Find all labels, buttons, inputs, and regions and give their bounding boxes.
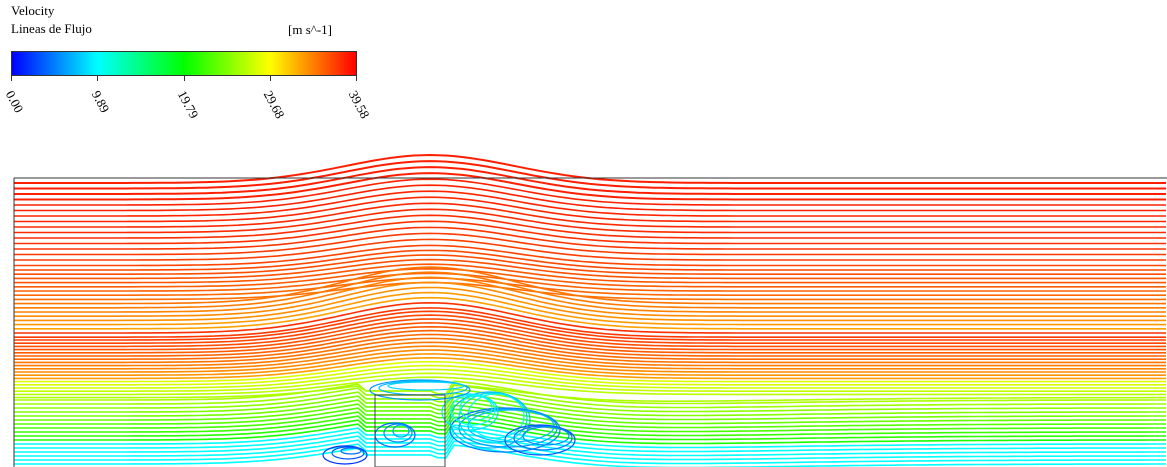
- vortex-loop: [450, 394, 496, 426]
- streamline: [14, 388, 1166, 413]
- streamline: [14, 160, 1166, 190]
- streamline: [14, 424, 1166, 449]
- streamline: [14, 244, 1166, 267]
- streamline: [14, 267, 1166, 288]
- streamline: [14, 372, 1166, 392]
- streamline: [14, 368, 1166, 389]
- streamline: [14, 383, 1166, 402]
- streamlines: [14, 153, 1166, 467]
- legend-title: Velocity: [11, 3, 55, 18]
- streamline: [14, 258, 1166, 280]
- vortex-loop: [369, 379, 471, 401]
- streamline: [14, 404, 1166, 429]
- streamline: [14, 238, 1166, 261]
- streamline: [14, 432, 1166, 457]
- colorbar-tick: [270, 76, 271, 81]
- streamline: [14, 266, 1166, 305]
- vortex-loop: [322, 445, 368, 465]
- streamline: [14, 356, 1166, 380]
- streamline: [14, 184, 1166, 212]
- streamline: [14, 190, 1166, 217]
- vortex-loop: [449, 407, 561, 453]
- streamline: [14, 345, 1166, 370]
- streamline: [14, 396, 1166, 421]
- vortex-loop: [467, 393, 525, 439]
- colorbar-tick: [97, 76, 98, 81]
- streamline: [14, 322, 1166, 351]
- streamline: [14, 428, 1166, 453]
- streamline: [14, 196, 1166, 223]
- streamline: [14, 178, 1166, 206]
- colorbar-tick: [11, 76, 12, 81]
- colorbar-legend: Velocity Lineas de Flujo [m s^-1] 0.00 9…: [0, 0, 380, 140]
- streamline: [14, 276, 1166, 313]
- streamline: [14, 360, 1166, 383]
- streamline: [14, 337, 1166, 364]
- streamline: [14, 444, 1166, 467]
- streamline: [14, 384, 1166, 409]
- streamline: [14, 263, 1166, 284]
- vortex-loop: [331, 446, 365, 460]
- streamline: [14, 226, 1166, 250]
- vortex-loop: [392, 424, 410, 438]
- obstacle-block: [374, 394, 446, 467]
- streamline: [14, 440, 1166, 465]
- streamline: [14, 318, 1166, 348]
- streamline: [14, 291, 1166, 326]
- streamline: [14, 412, 1166, 437]
- streamline: [14, 301, 1166, 334]
- streamline: [14, 341, 1166, 367]
- vortex-loop: [513, 425, 573, 451]
- legend-subtitle: Lineas de Flujo: [11, 21, 92, 36]
- streamline: [14, 166, 1166, 195]
- streamline: [14, 172, 1166, 201]
- streamline: [14, 272, 1166, 292]
- streamline: [14, 214, 1166, 239]
- streamline: [14, 436, 1166, 461]
- streamline: [14, 329, 1166, 357]
- vortex-loop: [459, 395, 493, 421]
- vortex-loop: [522, 426, 570, 446]
- streamline: [14, 310, 1166, 341]
- streamline: [14, 408, 1166, 433]
- streamline: [14, 380, 1166, 405]
- streamline: [14, 153, 1166, 184]
- streamline: [14, 281, 1166, 317]
- vortex-loop: [449, 391, 531, 449]
- vortex-loop: [441, 393, 499, 431]
- streamline: [14, 202, 1166, 228]
- streamline: [14, 353, 1166, 376]
- streamline: [14, 286, 1166, 322]
- vortex-loop: [504, 424, 576, 456]
- streamline: [14, 400, 1166, 425]
- colorbar-gradient: [11, 51, 357, 76]
- streamline: [14, 333, 1166, 360]
- vortex-loop: [340, 447, 362, 455]
- streamline: [14, 376, 1166, 396]
- colorbar-tick: [184, 76, 185, 81]
- colorbar-tick: [356, 76, 357, 81]
- streamline: [14, 296, 1166, 330]
- streamline: [14, 208, 1166, 234]
- streamline: [14, 232, 1166, 256]
- streamline: [14, 277, 1166, 296]
- streamline: [14, 416, 1166, 441]
- vortex-loop: [387, 381, 465, 391]
- streamline: [14, 364, 1166, 386]
- vortex-loop: [383, 423, 413, 443]
- streamline: [14, 254, 1166, 275]
- streamline: [14, 420, 1166, 445]
- streamline: [14, 349, 1166, 373]
- streamline: [14, 307, 1166, 338]
- streamline: [14, 271, 1166, 309]
- streamline: [14, 392, 1166, 417]
- streamline: [14, 325, 1166, 354]
- streamline: [14, 314, 1166, 344]
- legend-units: [m s^-1]: [288, 22, 333, 37]
- streamline: [14, 249, 1166, 271]
- streamline: [14, 220, 1166, 245]
